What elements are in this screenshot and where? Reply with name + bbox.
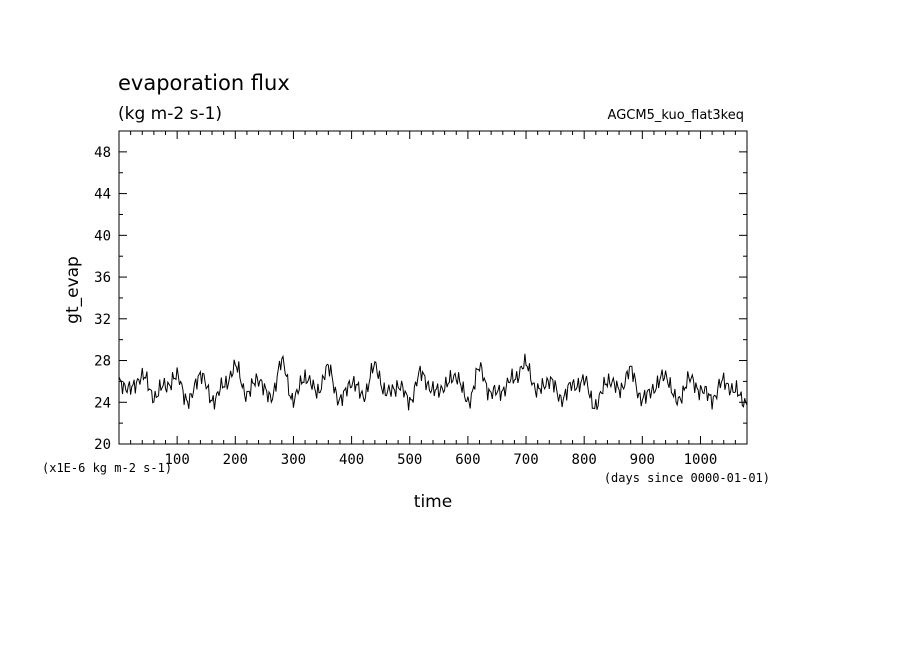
y-tick-label: 20 [94,437,111,453]
y-tick-label: 24 [94,395,111,411]
x-tick-labels: 100 200 300 400 500 600 700 800 900 1000 [164,452,717,468]
x-units-label: (days since 0000-01-01) [604,471,770,485]
x-tick-label: 100 [164,452,189,468]
x-tick-label: 500 [397,452,422,468]
chart-title: evaporation flux [118,71,290,95]
y-tick-label: 28 [94,354,111,370]
experiment-label: AGCM5_kuo_flat3keq [608,108,744,123]
x-tick-label: 700 [513,452,538,468]
chart-subtitle: (kg m-2 s-1) [118,104,222,124]
y-units-label: (x1E-6 kg m-2 s-1) [42,461,172,475]
y-axis-label: gt_evap [63,256,83,324]
x-tick-label: 900 [630,452,655,468]
series-line [118,353,748,411]
x-tick-label: 400 [339,452,364,468]
x-tick-label: 300 [281,452,306,468]
y-tick-label: 40 [94,228,111,244]
x-axis-label: time [414,492,452,512]
y-tick-label: 36 [94,270,111,286]
y-tick-labels: 20 24 28 32 36 40 44 48 [94,145,111,453]
axis-ticks [119,131,747,444]
x-tick-label: 200 [223,452,248,468]
y-tick-label: 48 [94,145,111,161]
y-tick-label: 44 [94,187,111,203]
x-tick-label: 600 [455,452,480,468]
x-tick-label: 1000 [684,452,718,468]
y-tick-label: 32 [94,312,111,328]
x-tick-label: 800 [572,452,597,468]
